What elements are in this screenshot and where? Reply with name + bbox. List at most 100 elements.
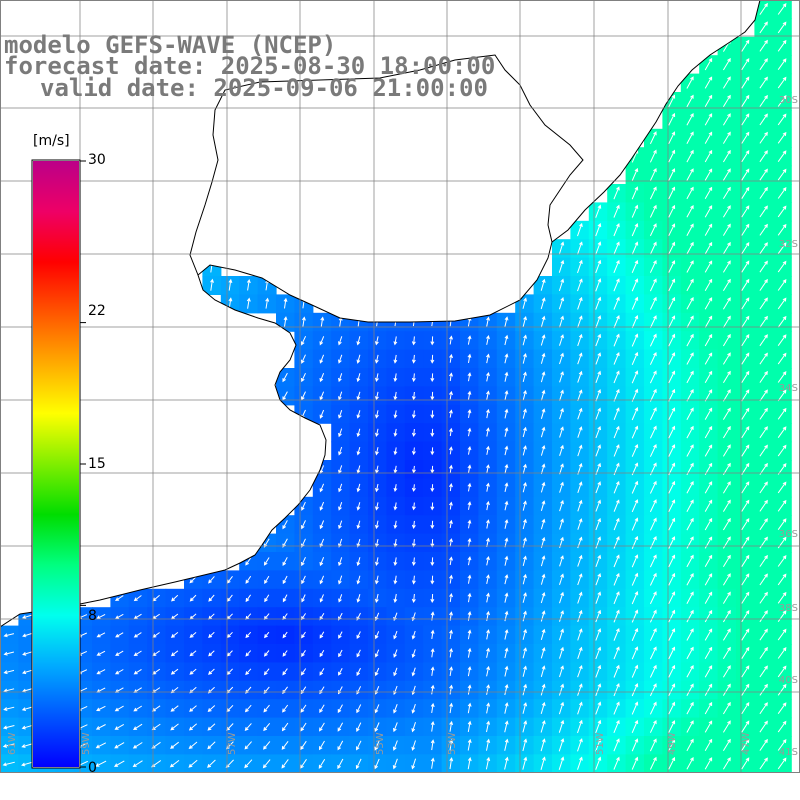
wind-arrow	[467, 574, 472, 584]
wind-arrow	[207, 741, 216, 750]
wind-arrow	[95, 742, 107, 749]
wind-arrow	[577, 333, 583, 347]
wind-arrow	[686, 407, 694, 420]
wind-arrow	[430, 557, 435, 567]
wind-arrow	[374, 575, 379, 585]
wind-arrow	[486, 371, 490, 382]
wind-arrow	[759, 39, 768, 52]
wind-arrow	[686, 352, 694, 365]
wind-arrow	[208, 576, 215, 584]
wind-arrow	[21, 743, 34, 748]
wind-arrow	[558, 259, 565, 273]
wind-arrow	[759, 370, 768, 383]
wind-arrow	[300, 704, 307, 713]
wind-arrow	[449, 720, 454, 732]
wind-arrow	[374, 631, 380, 640]
wind-arrow	[540, 628, 546, 641]
wind-arrow	[504, 665, 509, 677]
wind-arrow	[393, 428, 398, 437]
wind-arrow	[631, 296, 639, 310]
wind-arrow	[668, 186, 676, 200]
wind-arrow	[504, 445, 509, 456]
wind-arrow	[741, 628, 750, 641]
colorbar-units: [m/s]	[33, 133, 70, 149]
wind-arrow	[393, 630, 398, 640]
wind-arrow	[504, 519, 509, 529]
wind-arrow	[777, 21, 787, 34]
wind-arrow	[741, 444, 750, 457]
wind-arrow	[319, 520, 325, 530]
wind-arrow	[741, 113, 750, 126]
wind-arrow	[504, 738, 509, 751]
wind-arrow	[631, 738, 639, 752]
wind-arrow	[631, 517, 639, 531]
wind-arrow	[449, 647, 453, 658]
wind-arrow	[263, 650, 270, 657]
wind-arrow	[631, 572, 639, 586]
wind-arrow	[668, 572, 676, 586]
wind-arrow	[430, 484, 435, 493]
wind-arrow	[374, 758, 380, 770]
wind-arrow	[686, 536, 694, 549]
wind-arrow	[722, 646, 731, 660]
wind-arrow	[302, 316, 306, 327]
wind-arrow	[631, 351, 639, 365]
wind-arrow	[522, 738, 528, 752]
wind-arrow	[96, 705, 106, 712]
wind-arrow	[375, 557, 379, 567]
wind-arrow	[558, 241, 565, 255]
wind-arrow	[704, 389, 713, 402]
wind-arrow	[722, 113, 731, 126]
wind-arrow	[595, 407, 601, 420]
wind-arrow	[759, 481, 768, 494]
wind-arrow	[504, 463, 509, 474]
wind-arrow	[741, 554, 750, 567]
wind-arrow	[486, 464, 490, 474]
wind-arrow	[522, 665, 527, 677]
wind-arrow	[245, 631, 252, 639]
wind-arrow	[504, 683, 509, 696]
wind-arrow	[577, 665, 583, 678]
wind-arrow	[777, 58, 787, 70]
wind-arrow	[133, 632, 142, 638]
wind-arrow	[759, 554, 768, 567]
wind-arrow	[356, 428, 361, 438]
wind-arrow	[759, 260, 768, 273]
wind-arrow	[338, 631, 343, 639]
wind-arrow	[22, 669, 33, 675]
wind-arrow	[319, 538, 325, 548]
wind-arrow	[686, 315, 694, 328]
wind-arrow	[631, 756, 639, 770]
wind-arrow	[522, 408, 527, 419]
wind-arrow	[430, 391, 435, 401]
wind-arrow	[595, 259, 602, 274]
wind-arrow	[741, 205, 750, 218]
wind-arrow	[301, 372, 306, 383]
wind-arrow	[704, 738, 713, 752]
wind-arrow	[759, 21, 768, 34]
wind-arrow	[486, 647, 490, 658]
wind-arrow	[504, 629, 509, 640]
wind-arrow	[114, 705, 124, 712]
wind-arrow	[759, 702, 768, 715]
wind-arrow	[577, 701, 583, 715]
wind-arrow	[430, 336, 435, 346]
wind-arrow	[722, 738, 731, 752]
wind-arrow	[319, 354, 325, 364]
wind-arrow	[631, 554, 639, 568]
wind-arrow	[283, 316, 288, 327]
wind-arrow	[722, 536, 731, 549]
wind-arrow	[777, 555, 787, 567]
wind-arrow	[686, 720, 694, 733]
wind-arrow	[741, 297, 750, 310]
wind-arrow	[244, 759, 253, 769]
wind-arrow	[263, 704, 270, 713]
wind-arrow	[320, 316, 325, 327]
wind-arrow	[338, 446, 343, 456]
wind-arrow	[649, 223, 657, 237]
wind-arrow	[486, 629, 490, 640]
wind-arrow	[741, 131, 750, 144]
wind-arrow	[430, 666, 435, 676]
wind-arrow	[686, 131, 694, 144]
wind-arrow	[722, 370, 731, 384]
